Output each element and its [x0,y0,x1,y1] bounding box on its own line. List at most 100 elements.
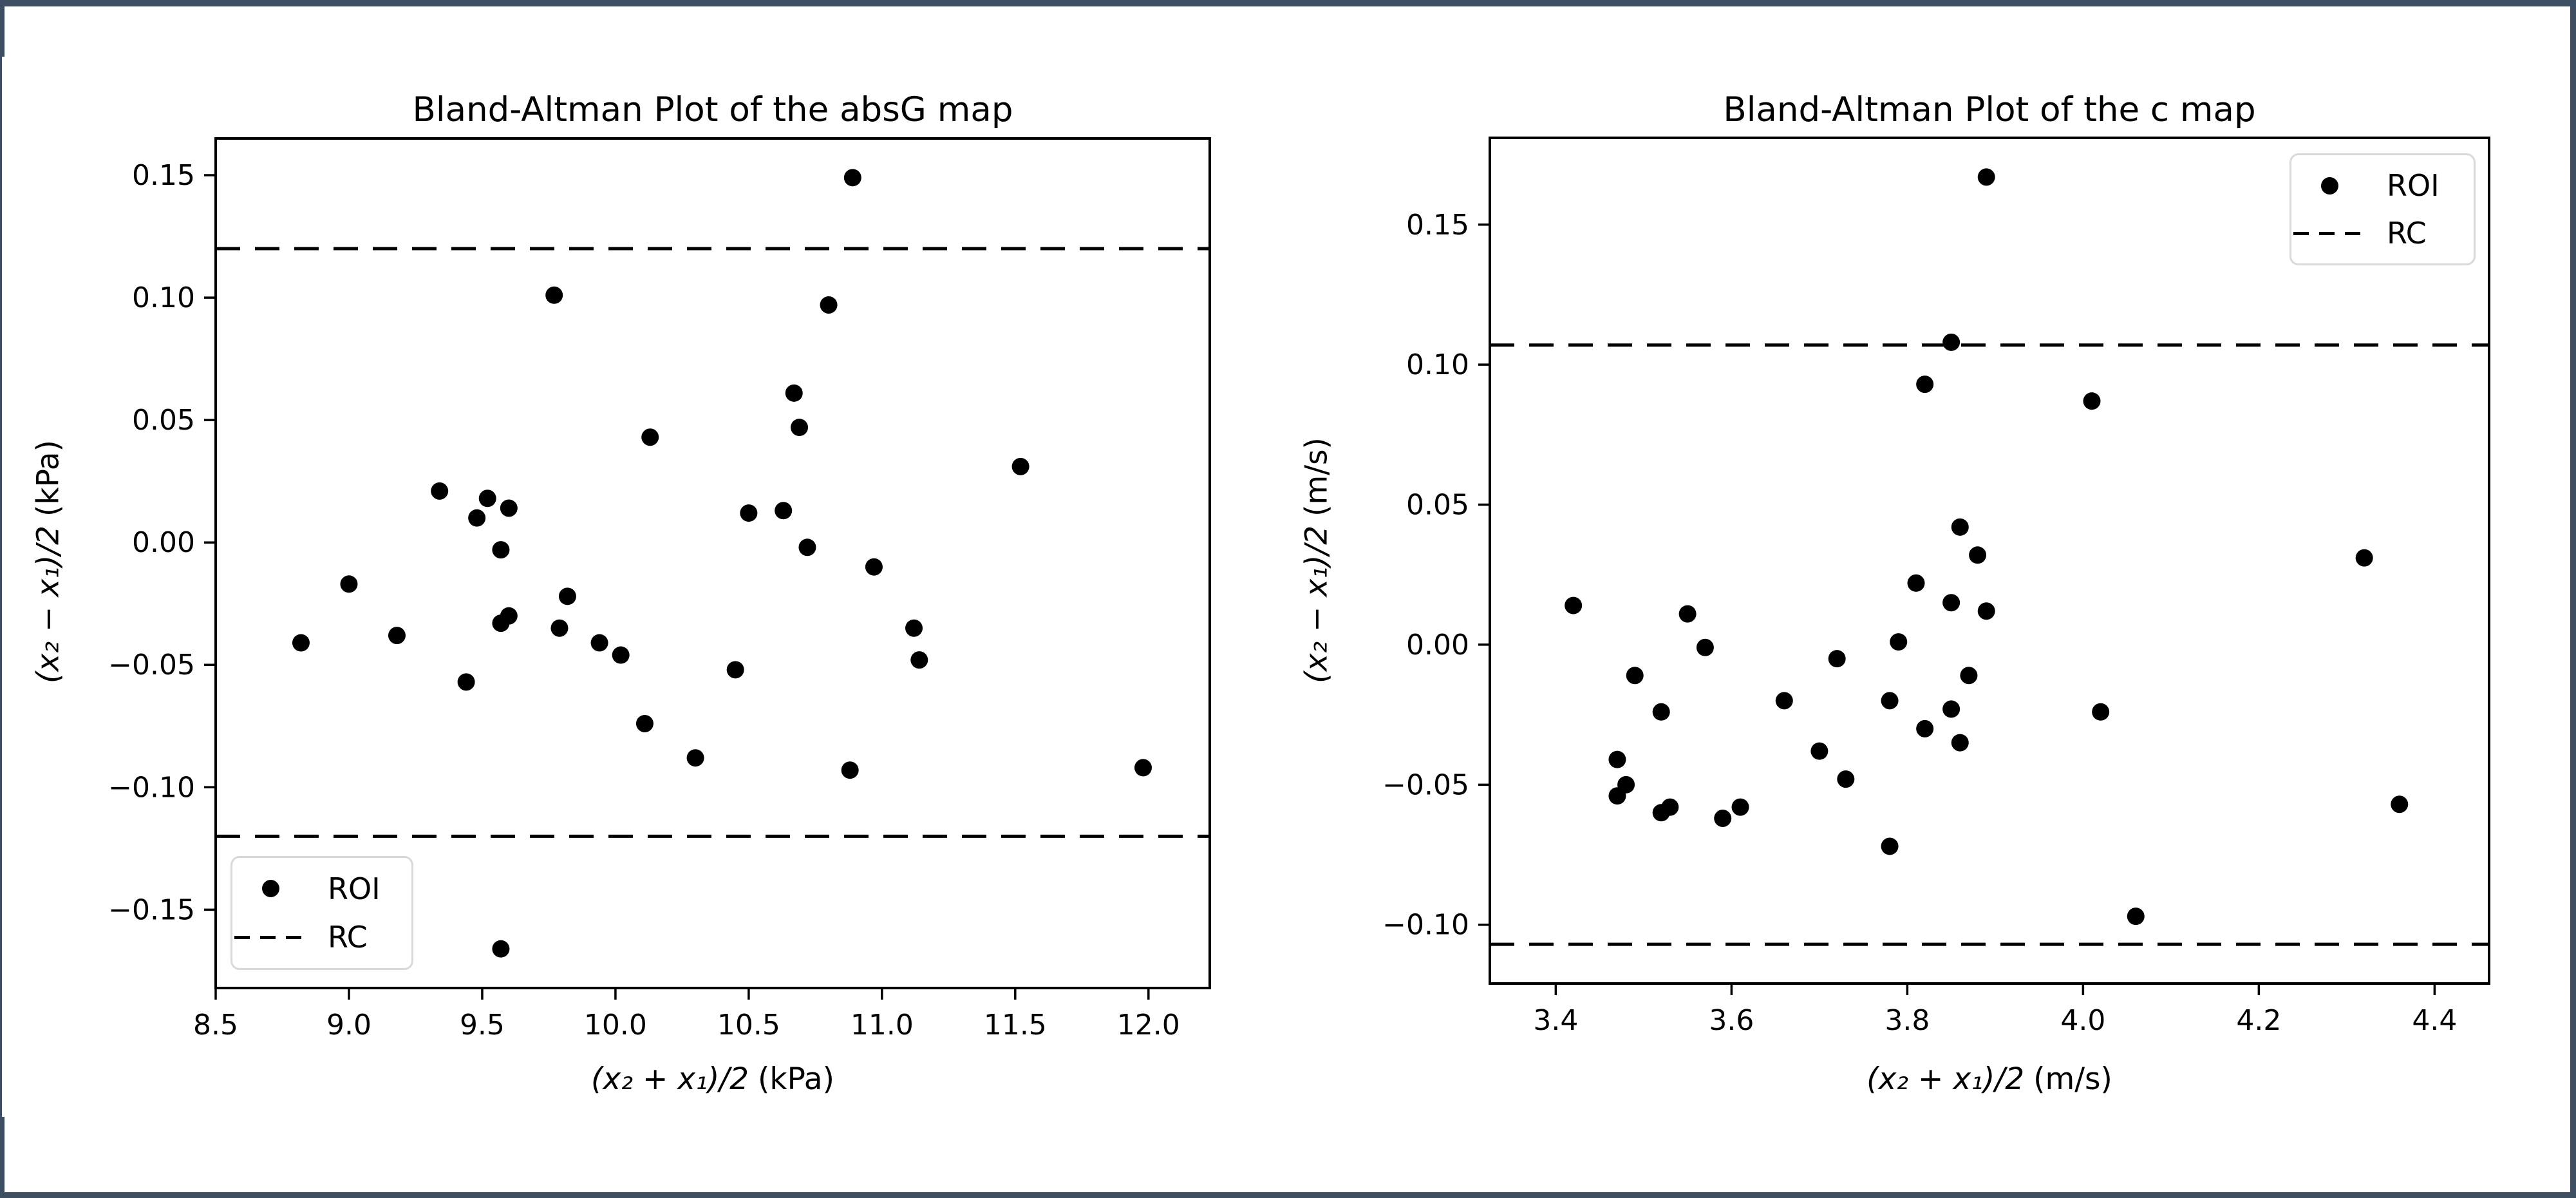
roi-point [785,384,803,402]
roi-point [1608,787,1626,805]
roi-point [791,419,809,437]
x-tick-label: 3.4 [1533,1004,1578,1037]
roi-point [1696,638,1714,656]
roi-point [1881,837,1899,855]
roi-point [1951,734,1969,752]
x-tick-label: 4.0 [2060,1004,2105,1037]
x-tick-label: 3.8 [1885,1004,1930,1037]
x-tick-label: 4.2 [2236,1004,2281,1037]
legend-entry-roi: ROI [2291,162,2474,209]
roi-point [1828,650,1846,668]
roi-point [1907,574,1925,592]
y-axis-label-absg: (x₂ − x₁)/2 (kPa) [31,440,66,683]
roi-point [820,296,838,314]
x-axis-label-math: (x₂ + x₁)/2 [1866,1061,2025,1097]
y-tick-label: −0.05 [1382,768,1469,801]
y-tick-label: 0.15 [132,159,195,192]
y-tick-label: −0.05 [108,649,195,681]
legend-entry-roi: ROI [232,864,411,913]
roi-point [2127,908,2145,926]
roi-point [545,286,563,304]
roi-point [431,482,449,500]
window-border-top [0,0,2576,6]
y-axis-label-math: (x₂ − x₁)/2 [30,525,66,683]
roi-point [843,169,861,187]
y-axis-label-unit: (m/s) [1299,437,1335,517]
roi-point [388,627,406,645]
x-tick-label: 9.5 [460,1009,505,1041]
rc-line-icon [2293,231,2365,235]
y-tick-label: 0.10 [1406,348,1469,381]
roi-point [1731,798,1749,816]
plot-title-absg: Bland-Altman Plot of the absG map [412,90,1013,129]
roi-point [1977,168,1995,186]
roi-point [2083,392,2101,410]
rc-line-icon [234,935,306,939]
window-border-left [0,0,5,57]
y-tick-label: −0.15 [108,893,195,926]
roi-point [1960,667,1978,685]
x-tick-label: 10.5 [717,1009,780,1041]
roi-point [500,499,518,517]
roi-point [1942,333,1960,351]
y-tick-label: −0.10 [108,771,195,804]
roi-point [686,749,704,767]
window-border-left [0,57,2,1117]
roi-point [841,761,859,779]
roi-point [740,504,758,522]
legend-absg: ROI RC [230,856,413,970]
roi-point [905,619,923,637]
roi-point [726,661,744,679]
x-tick-label: 3.6 [1709,1004,1754,1037]
legend-label: RC [2387,216,2427,251]
x-axis-label-unit: (m/s) [2033,1061,2112,1097]
y-tick-label: 0.15 [1406,209,1469,242]
roi-point [558,587,576,605]
x-axis-label-c: (x₂ + x₁)/2 (m/s) [1866,1061,2112,1097]
roi-point [1916,719,1934,737]
y-axis-label-math: (x₂ − x₁)/2 [1299,525,1335,683]
roi-point [457,673,475,691]
roi-point [292,634,310,652]
window-border-right [2570,0,2576,1198]
roi-point [1652,703,1670,721]
roi-point [550,619,569,637]
legend-label: ROI [328,871,381,906]
roi-point [612,646,630,664]
legend-label: ROI [2387,168,2440,203]
roi-point [1951,518,1969,536]
roi-marker-icon [261,880,279,898]
roi-point [340,575,358,593]
roi-point [1617,775,1635,794]
roi-marker-icon [2320,176,2338,195]
roi-point [500,607,518,625]
x-tick-label: 8.5 [193,1009,238,1041]
x-tick-label: 12.0 [1117,1009,1180,1041]
roi-point [1890,633,1908,651]
roi-point [1837,770,1855,788]
roi-point [635,714,653,732]
legend-entry-rc: RC [2291,209,2474,257]
roi-point [1942,700,1960,718]
roi-point [910,651,928,669]
roi-point [1134,759,1152,777]
y-tick-label: −0.10 [1382,909,1469,942]
roi-point [2391,795,2409,813]
roi-point [1652,804,1670,822]
roi-point [1969,546,1987,564]
roi-point [468,509,486,527]
roi-point [641,428,659,446]
roi-point [1942,594,1960,612]
roi-point [1661,798,1679,816]
y-tick-label: 0.05 [1406,489,1469,522]
roi-point [2092,703,2110,721]
roi-point [798,538,816,556]
roi-point [1565,596,1583,614]
roi-point [492,940,510,958]
roi-point [590,634,608,652]
roi-point [1678,605,1697,623]
y-axis-label-unit: (kPa) [30,440,66,517]
